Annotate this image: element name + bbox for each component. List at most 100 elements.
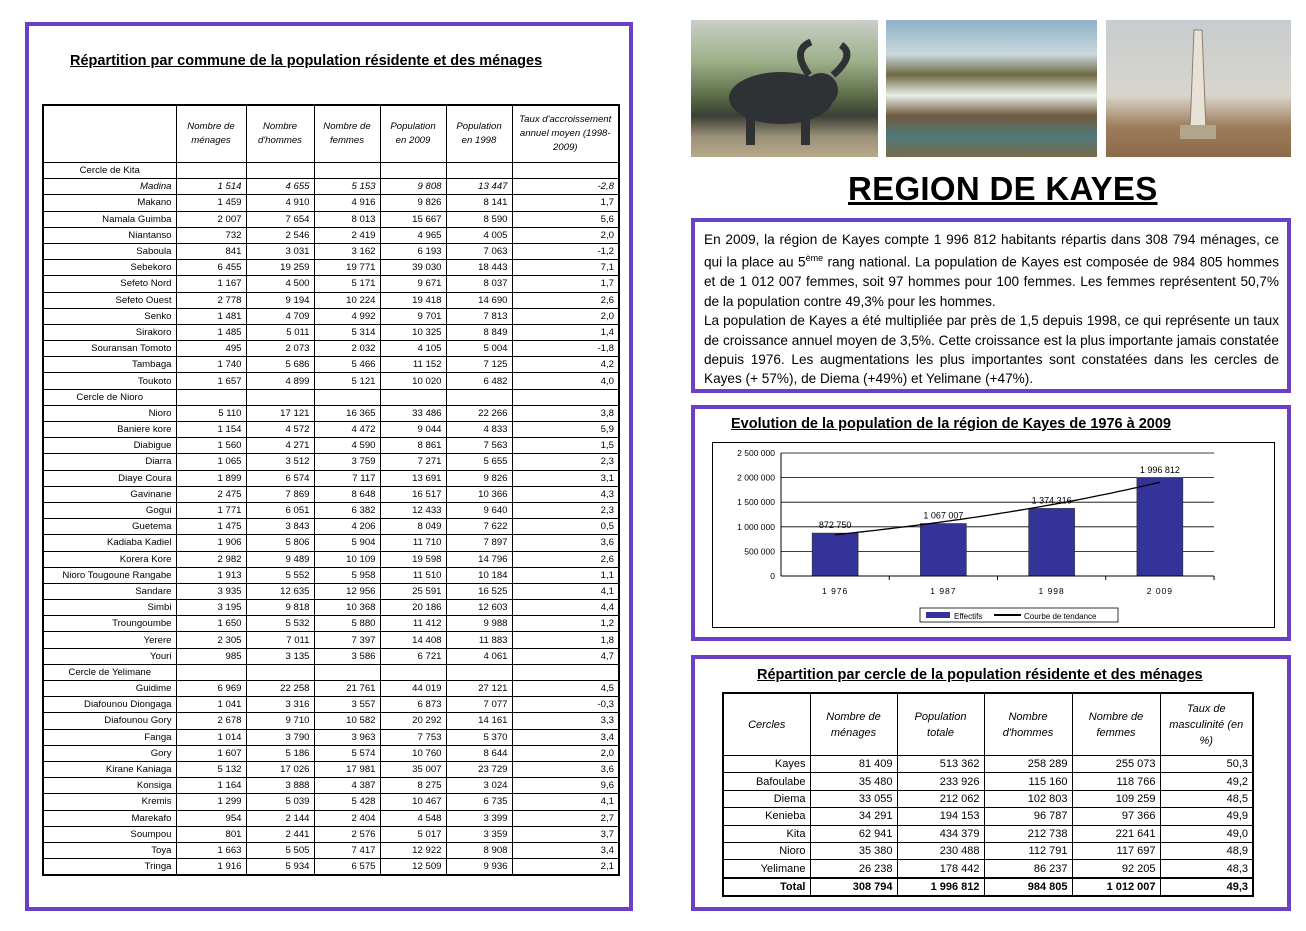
column-header: Nombre de ménages [809, 692, 898, 756]
table-cell: 5,9 [511, 421, 620, 439]
table-row: Saboula 841 3 031 3 162 6 193 7 063 -1,2 [42, 243, 620, 261]
table-cell: 7 417 [313, 842, 381, 860]
column-header: Nombre de femmes [313, 105, 381, 163]
table-cell: 7 622 [445, 518, 513, 536]
table-cell: 7 813 [445, 308, 513, 325]
table-cell: 48,3 [1159, 859, 1254, 879]
table-cell: 19 771 [313, 259, 381, 277]
table-cell: 7 897 [445, 534, 513, 552]
table-cell: 1 485 [175, 324, 247, 342]
commune-name: Nioro [42, 405, 177, 423]
table-cell: 1,5 [511, 437, 620, 455]
trend-line [835, 481, 1161, 536]
table-cell: 2 007 [175, 211, 247, 228]
table-row: Sefeto Ouest 2 778 9 194 10 224 19 418 14 690… [42, 292, 620, 309]
chart-frame [712, 442, 1275, 628]
table-cell: 6 193 [379, 243, 447, 261]
table-cell: 194 153 [896, 807, 985, 826]
table-cell: 33 486 [379, 405, 447, 423]
table-cell: 2 144 [245, 810, 315, 827]
table-row: Baniere kore 1 154 4 572 4 472 9 044 4 833 5,9 [42, 421, 620, 439]
waterfall-photo [886, 20, 1097, 157]
table-cell: 6 455 [175, 259, 247, 277]
table-cell: 35 480 [809, 772, 898, 791]
table-cell: 10 325 [379, 324, 447, 342]
table-cell: 14 796 [445, 551, 513, 568]
table-cell: 10 184 [445, 567, 513, 584]
table-cell: 26 238 [809, 859, 898, 879]
table-row: Gavinane 2 475 7 869 8 648 16 517 10 366 4,3 [42, 486, 620, 503]
table-cell: 8 908 [445, 842, 513, 860]
data-label: 872 750 [819, 520, 852, 530]
table-cell: 4 472 [313, 421, 381, 439]
table-cell: 7 125 [445, 356, 513, 374]
table-cell: 7,1 [511, 259, 620, 277]
table-row: Yelimane 26 238 178 442 86 237 92 205 48,3 [722, 859, 1254, 879]
table-cell: 5 806 [245, 534, 315, 552]
table-cell: 6 575 [313, 858, 381, 876]
region-title: REGION DE KAYES [848, 170, 1158, 207]
table-cell: 6 574 [245, 470, 315, 487]
table-row: Nioro Tougoune Rangabe 1 913 5 552 5 958 11 … [42, 567, 620, 584]
table-cell: 2,0 [511, 308, 620, 325]
table-row: Diema 33 055 212 062 102 803 109 259 48,5 [722, 790, 1254, 809]
table-cell: 20 292 [379, 712, 447, 730]
table-cell: 8 648 [313, 486, 381, 503]
table-row: Niantanso 732 2 546 2 419 4 965 4 005 2,0 [42, 227, 620, 244]
population-chart: 0 500 000 1 000 000 1 500 000 2 000 000 2 500… [712, 442, 1275, 628]
table-cell: 16 517 [379, 486, 447, 503]
table-cell: 258 289 [983, 755, 1073, 774]
table-cell: 10 020 [379, 372, 447, 390]
table-cell: 4 965 [379, 227, 447, 244]
table-cell: 4 500 [245, 275, 315, 293]
table-cell: 3,1 [511, 470, 620, 487]
table-cell: 7 654 [245, 211, 315, 228]
table-cell: -1,2 [511, 243, 620, 261]
table-cell: 21 761 [313, 680, 381, 698]
table-cell: 255 073 [1071, 755, 1161, 774]
total-cell: 1 012 007 [1071, 876, 1161, 897]
table-row: Marekafo 954 2 144 2 404 4 548 3 399 2,7 [42, 810, 620, 827]
table-cell: 3 843 [245, 518, 315, 536]
empty-cell [175, 162, 247, 180]
table-cell: 102 803 [983, 790, 1073, 809]
table-row: Fanga 1 014 3 790 3 963 7 753 5 370 3,4 [42, 729, 620, 746]
table-cell: 17 981 [313, 761, 381, 779]
table-cell: 112 791 [983, 842, 1073, 861]
table-cell: 9 194 [245, 292, 315, 309]
empty-cell [245, 664, 315, 682]
table-cell: 3,6 [511, 761, 620, 779]
y-tick-label: 2 000 000 [737, 473, 775, 483]
table-cell: 9 808 [379, 178, 447, 196]
table-cell: 2 419 [313, 227, 381, 244]
table-cell: 5 110 [175, 405, 247, 423]
table-cell: 4 709 [245, 308, 315, 325]
table-cell: 1 740 [175, 356, 247, 374]
legend-label: Effectifs [954, 612, 982, 621]
table-cell: 2 982 [175, 551, 247, 568]
table-cell: -1,8 [511, 340, 620, 358]
table-cell: 96 787 [983, 807, 1073, 826]
table-cell: 230 488 [896, 842, 985, 861]
empty-cell [313, 162, 381, 180]
table-cell: 39 030 [379, 259, 447, 277]
table-cell: 3 586 [313, 648, 381, 665]
commune-name: Diarra [42, 453, 177, 471]
data-label: 1 374 316 [1032, 495, 1072, 505]
table-cell: 1 014 [175, 729, 247, 746]
table-cell: 1 657 [175, 372, 247, 390]
table-cell: 9 044 [379, 421, 447, 439]
table-cell: 10 224 [313, 292, 381, 309]
table-cell: 1,1 [511, 567, 620, 584]
legend-label: Courbe de tendance [1024, 612, 1097, 621]
table-cell: 19 259 [245, 259, 315, 277]
table-row: Madina 1 514 4 655 5 153 9 808 13 447 -2,8 [42, 178, 620, 196]
table-cell: 4,2 [511, 356, 620, 374]
commune-name: Tringa [42, 858, 177, 876]
table-cell: 5 314 [313, 324, 381, 342]
chart-title: Evolution de la population de la région … [731, 416, 1171, 432]
table-cell: 8 037 [445, 275, 513, 293]
table-cell: 3 031 [245, 243, 315, 261]
table-cell: 2 678 [175, 712, 247, 730]
table-cell: 17 026 [245, 761, 315, 779]
